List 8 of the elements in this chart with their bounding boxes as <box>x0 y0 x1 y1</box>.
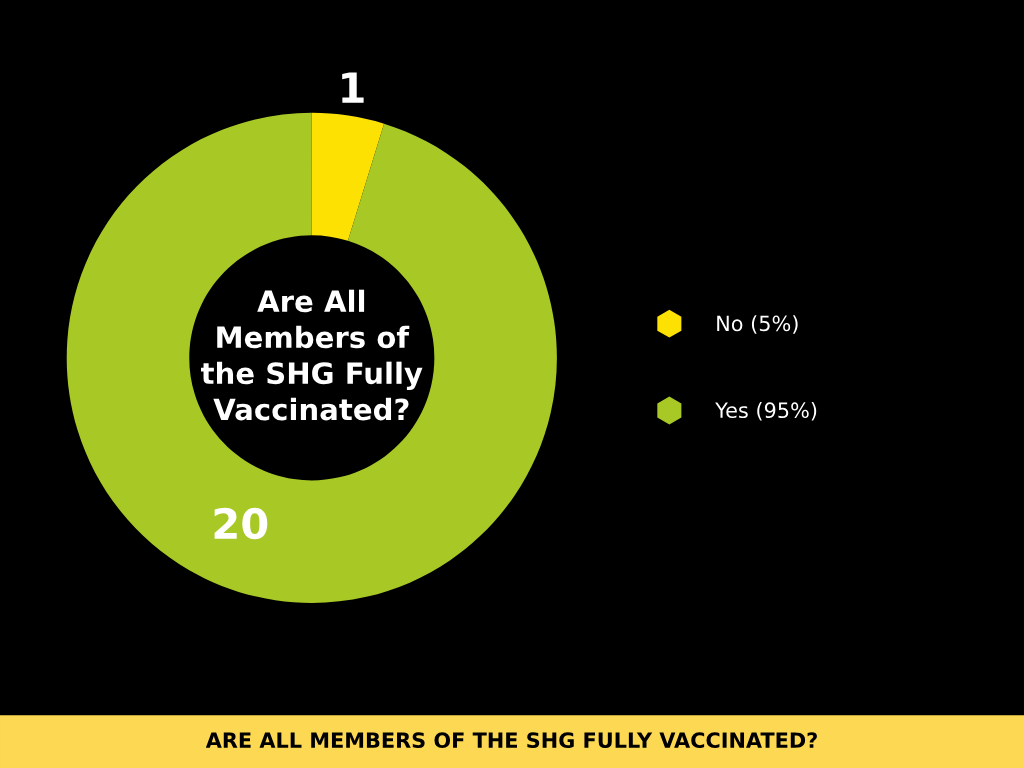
data-label: 1 <box>342 72 364 103</box>
text: ARE ALL MEMBERS OF THE SHG FULLY VACCINATED? <box>205 732 817 749</box>
legend-label: Yes (95%) <box>715 402 817 421</box>
legend-label: No (5%) <box>717 315 798 334</box>
text: Are All Members of the SHG Fully Vaccinated? <box>201 289 423 421</box>
donut-slice <box>66 112 557 603</box>
donut-slice <box>311 112 385 241</box>
data-label: 20 <box>214 507 268 540</box>
